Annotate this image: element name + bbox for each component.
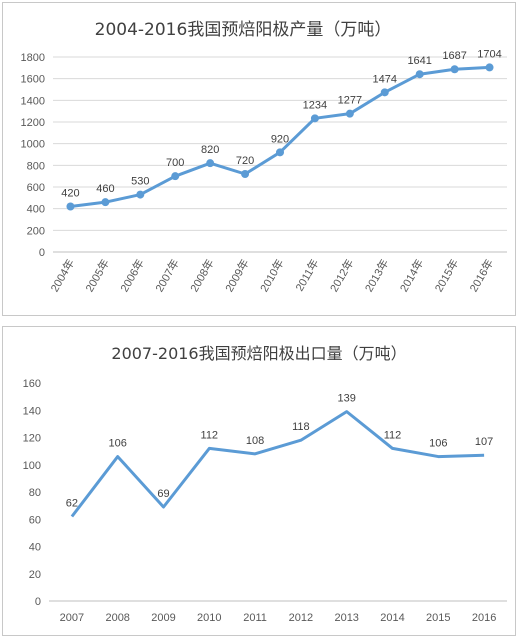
data-label: 460 <box>96 183 114 195</box>
data-point <box>310 114 319 123</box>
data-label: 530 <box>131 176 149 188</box>
y-tick-label: 1400 <box>21 95 45 107</box>
data-label: 112 <box>384 429 402 441</box>
y-tick-label: 1000 <box>21 139 45 151</box>
export-chart-panel: 2007-2016我国预焙阳极出口量（万吨） 0 20 40 60 80 100 120 140… <box>2 326 516 636</box>
x-tick-label: 2016 <box>472 612 496 624</box>
y-tick-label: 1600 <box>21 74 45 86</box>
x-tick-label: 2015年 <box>431 257 461 295</box>
y-tick-label: 160 <box>23 378 41 390</box>
data-point <box>171 172 180 181</box>
x-tick-label: 2007 <box>60 612 84 624</box>
data-label: 1641 <box>407 55 431 67</box>
x-tick-label: 2015 <box>426 612 450 624</box>
data-point <box>380 88 389 97</box>
data-label: 820 <box>201 144 219 156</box>
data-label: 106 <box>109 438 127 450</box>
x-tick-label: 2006年 <box>117 257 147 295</box>
x-tick-label: 2011 <box>243 612 267 624</box>
production-chart-panel: 2004-2016我国预焙阳极产量（万吨） 0 200 400 600 800 1000 12… <box>2 2 516 316</box>
x-tick-label: 2009年 <box>222 257 252 295</box>
data-label: 920 <box>271 133 289 145</box>
x-tick-label: 2005年 <box>82 257 112 295</box>
x-tick-label: 2014年 <box>396 257 426 295</box>
x-tick-label: 2014 <box>380 612 404 624</box>
x-tick-label: 2008 <box>105 612 129 624</box>
data-point <box>206 159 215 168</box>
data-point <box>136 190 145 199</box>
data-point <box>450 65 459 74</box>
y-tick-label: 600 <box>27 182 45 194</box>
data-label: 69 <box>157 488 169 500</box>
y-tick-label: 60 <box>29 514 41 526</box>
data-label: 1687 <box>442 50 466 62</box>
y-tick-label: 100 <box>23 460 41 472</box>
data-label: 720 <box>236 155 254 167</box>
x-tick-label: 2010年 <box>257 257 287 295</box>
y-tick-label: 140 <box>23 405 41 417</box>
x-tick-label: 2013 <box>334 612 358 624</box>
data-point <box>241 170 250 178</box>
x-tick-label: 2007年 <box>152 257 182 295</box>
data-point <box>276 148 284 157</box>
data-label: 1704 <box>477 48 501 60</box>
x-tick-label: 2004年 <box>47 257 77 295</box>
data-label: 118 <box>292 421 310 433</box>
export-line-chart: 2007-2016我国预焙阳极出口量（万吨） 0 20 40 60 80 100 120 140… <box>23 344 507 624</box>
x-tick-label: 2010 <box>197 612 221 624</box>
x-tick-label: 2011年 <box>292 257 321 294</box>
y-tick-label: 0 <box>39 247 45 259</box>
series-line <box>70 410 485 518</box>
data-label: 420 <box>61 188 79 200</box>
data-label: 1277 <box>338 95 362 107</box>
production-line-chart: 2004-2016我国预焙阳极产量（万吨） 0 200 400 600 800 1000 12… <box>21 20 507 295</box>
data-label: 106 <box>429 438 447 450</box>
data-label: 139 <box>338 393 356 405</box>
data-label: 1234 <box>303 99 327 111</box>
data-point <box>485 63 494 72</box>
data-point <box>101 198 110 207</box>
x-tick-label: 2012 <box>289 612 313 624</box>
y-tick-label: 80 <box>29 487 41 499</box>
y-tick-label: 20 <box>29 569 41 581</box>
y-tick-label: 40 <box>29 542 41 554</box>
chart-title: 2004-2016我国预焙阳极产量（万吨） <box>95 20 392 40</box>
x-tick-label: 2012年 <box>327 257 357 295</box>
data-point <box>66 202 75 211</box>
data-label: 62 <box>66 498 78 510</box>
data-label: 107 <box>475 436 493 448</box>
x-tick-label: 2009 <box>151 612 175 624</box>
y-tick-label: 1200 <box>21 117 45 129</box>
y-tick-label: 1800 <box>21 52 45 64</box>
data-label: 700 <box>166 157 184 169</box>
chart-title: 2007-2016我国预焙阳极出口量（万吨） <box>111 344 406 363</box>
y-tick-label: 120 <box>23 433 41 445</box>
x-tick-label: 2013年 <box>362 257 392 295</box>
data-label: 1474 <box>373 73 397 85</box>
x-tick-label: 2016年 <box>466 257 496 295</box>
y-tick-label: 200 <box>27 225 45 237</box>
y-tick-label: 0 <box>35 596 41 608</box>
data-point <box>415 70 424 79</box>
data-label: 108 <box>246 435 264 447</box>
y-tick-label: 800 <box>27 160 45 172</box>
y-tick-label: 400 <box>27 204 45 216</box>
data-label: 112 <box>201 429 219 441</box>
data-point <box>345 109 354 118</box>
x-tick-label: 2008年 <box>187 257 217 295</box>
